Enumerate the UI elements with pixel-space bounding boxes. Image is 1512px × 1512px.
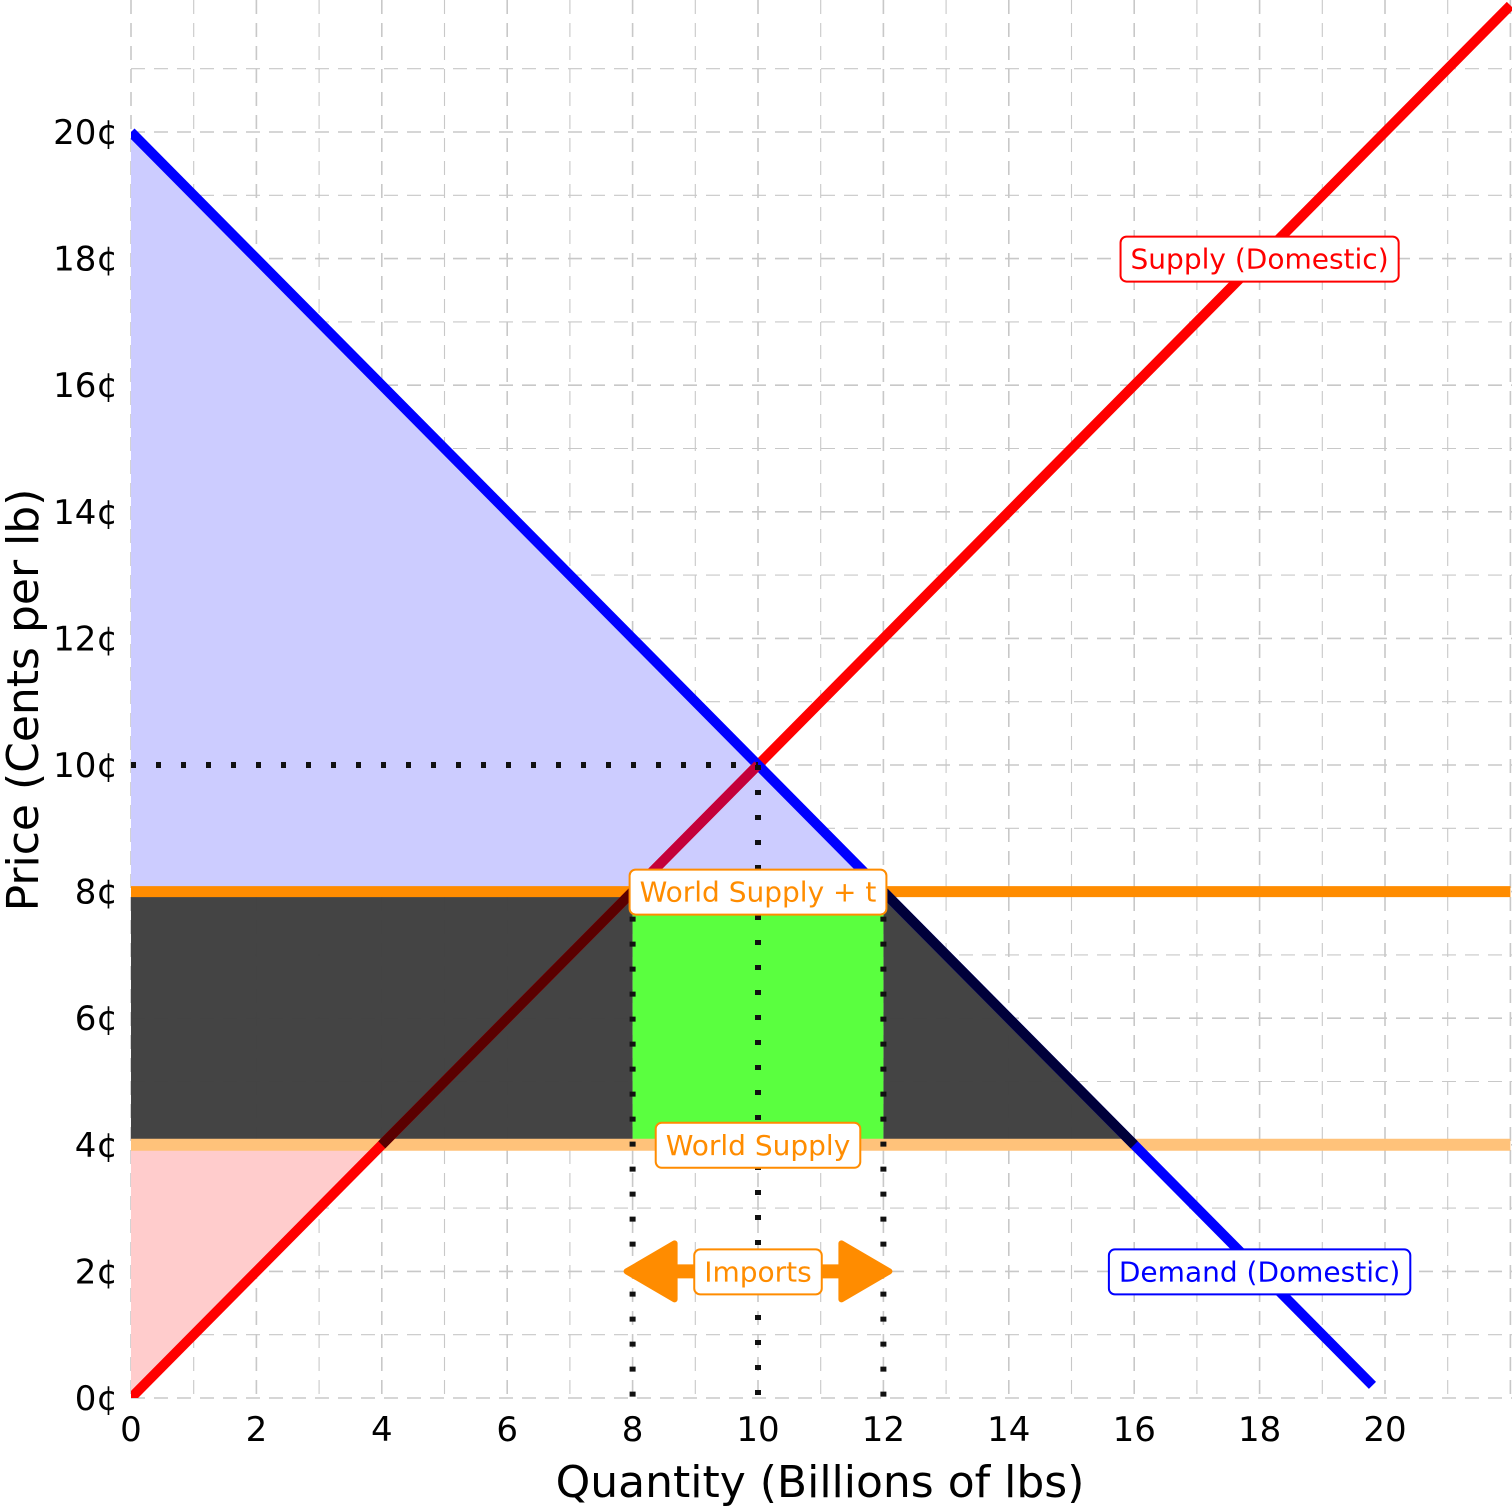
y-axis-title: Price (Cents per lb)	[0, 489, 49, 912]
world-supply-label-box	[654, 1121, 862, 1169]
y-tick-label: 4¢	[75, 1126, 118, 1166]
demand-label-text: Demand (Domestic)	[1119, 1255, 1400, 1288]
series-line	[131, 128, 1377, 1389]
x-tick-label: 12	[862, 1410, 905, 1450]
axis-ticks: 0 2 4 6 8 10 12 14 16 18 20 0¢ 2¢ 4¢ 6¢ 8¢ 10¢ 12¢ 14¢ 16¢ 1…	[53, 113, 1407, 1450]
arrow-head-left	[623, 1240, 678, 1303]
imports-label-text: Imports	[704, 1255, 812, 1288]
y-tick-label: 6¢	[75, 999, 118, 1039]
x-tick-label: 14	[987, 1410, 1030, 1450]
y-tick-label: 20¢	[53, 113, 118, 153]
imports-label-box	[693, 1248, 823, 1296]
world-supply-t-label: World Supply + t	[628, 868, 888, 916]
y-tick-label: 14¢	[53, 493, 118, 533]
supply-label-text: Supply (Domestic)	[1131, 243, 1389, 276]
annotations: Supply (Domestic) Demand (Domestic) World …	[628, 235, 1412, 1296]
arrow-head-right	[838, 1240, 893, 1303]
demand-segment-shaded	[879, 888, 1138, 1149]
x-tick-label: 10	[736, 1410, 779, 1450]
supply-label-box	[1119, 235, 1400, 283]
world-supply-label: World Supply	[654, 1121, 862, 1169]
y-tick-label: 8¢	[75, 873, 118, 913]
world-supply-label-text: World Supply	[666, 1129, 851, 1162]
x-tick-label: 8	[622, 1410, 644, 1450]
y-tick-label: 10¢	[53, 746, 118, 786]
supply-segment-shaded	[378, 888, 637, 1149]
x-tick-label: 0	[120, 1410, 142, 1450]
imports-label: Imports	[693, 1248, 823, 1296]
world-supply-t-label-box	[628, 868, 888, 916]
x-tick-label: 18	[1238, 1410, 1281, 1450]
x-axis-title: Quantity (Billions of lbs)	[556, 1457, 1085, 1508]
demand-label: Demand (Domestic)	[1107, 1248, 1412, 1296]
supply-label: Supply (Domestic)	[1119, 235, 1400, 283]
y-tick-label: 18¢	[53, 240, 118, 280]
x-tick-label: 4	[371, 1410, 393, 1450]
y-tick-label: 12¢	[53, 619, 118, 659]
y-tick-label: 2¢	[75, 1252, 118, 1292]
demand-label-box	[1107, 1248, 1412, 1296]
x-tick-label: 6	[496, 1410, 518, 1450]
x-tick-label: 2	[246, 1410, 268, 1450]
world-supply-t-label-text: World Supply + t	[640, 876, 877, 909]
y-tick-label: 16¢	[53, 366, 118, 406]
x-tick-label: 20	[1363, 1410, 1406, 1450]
x-tick-label: 16	[1113, 1410, 1156, 1450]
y-tick-label: 0¢	[75, 1379, 118, 1419]
